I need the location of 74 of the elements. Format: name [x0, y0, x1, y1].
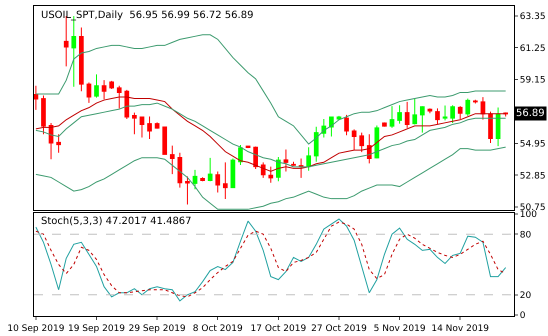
candlestick: [147, 116, 152, 140]
annotation: 56.89: [516, 108, 545, 119]
candlestick: [56, 134, 61, 154]
candlestick: [321, 118, 326, 138]
candlestick: [132, 112, 137, 135]
chart-title: USOIL_SPT,Daily 56.95 56.99 56.72 56.89: [41, 10, 254, 21]
candlestick: [102, 80, 106, 100]
x-tick-label: 8 Oct 2019: [192, 324, 243, 334]
candlestick: [140, 116, 144, 138]
candlestick: [458, 106, 463, 120]
candlestick: [442, 105, 448, 121]
candlestick: [215, 171, 220, 193]
candlestick: [48, 122, 54, 160]
candlestick: [382, 122, 387, 128]
y-tick-label: 54.95: [520, 139, 546, 150]
candlestick: [222, 162, 228, 200]
candlestick: [185, 176, 190, 205]
x-tick-label: 10 Sep 2019: [7, 324, 65, 334]
candlestick: [298, 158, 304, 178]
candlestick: [488, 111, 493, 144]
candlestick: [94, 74, 99, 98]
candlestick: [109, 80, 114, 90]
candlestick: [473, 99, 478, 104]
x-tick-label: 17 Oct 2019: [250, 324, 306, 334]
y-tick-label: 61.25: [520, 44, 546, 54]
line-series: [35, 146, 506, 210]
line-series: [35, 34, 506, 145]
x-tick-label: 5 Nov 2019: [374, 324, 426, 334]
candlestick: [435, 108, 440, 125]
candlestick: [291, 161, 296, 166]
candlestick: [284, 149, 288, 172]
candlestick: [496, 106, 500, 147]
candlestick: [192, 169, 198, 190]
candlestick: [404, 101, 410, 128]
candlestick: [208, 157, 213, 182]
candlestick: [412, 98, 418, 125]
candlestick: [428, 108, 432, 114]
x-tick-label: 14 Nov 2019: [431, 324, 490, 334]
candlestick: [480, 96, 486, 120]
candlestick: [246, 145, 250, 149]
x-tick-label: 27 Oct 2019: [311, 324, 368, 334]
candlestick: [86, 82, 92, 104]
y-tick-label: 63.35: [520, 12, 546, 22]
y-tick-label: 52.85: [520, 171, 546, 182]
y-tick-label: 59.15: [520, 76, 546, 86]
x-tick-label: 19 Sep 2019: [68, 324, 126, 334]
candlestick: [329, 116, 334, 137]
candlestick: [268, 166, 274, 184]
candlestick: [178, 152, 182, 188]
candlestick: [352, 128, 356, 151]
candlestick: [390, 106, 394, 128]
candlestick: [344, 114, 349, 136]
candlestick: [238, 144, 243, 166]
candlestick: [41, 95, 46, 135]
candlestick: [116, 85, 122, 109]
y-tick-label: 0: [520, 311, 526, 322]
y-tick-label: 20: [520, 290, 532, 301]
candlestick: [79, 27, 84, 92]
candlestick: [359, 132, 364, 153]
candlestick: [34, 85, 38, 110]
candlestick: [170, 145, 175, 175]
x-tick-label: 29 Sep 2019: [128, 324, 186, 334]
candlestick: [397, 104, 402, 124]
candlestick: [450, 104, 455, 124]
candlestick: [465, 98, 470, 116]
y-tick-label: 80: [520, 230, 532, 240]
candlestick: [314, 126, 319, 162]
candlestick: [162, 126, 168, 156]
candlestick: [420, 106, 425, 134]
candlestick: [154, 122, 160, 130]
candlestick: [306, 146, 312, 172]
chart-title: Stoch(5,3,3) 47.2017 41.4867: [41, 216, 192, 227]
candlestick: [230, 158, 236, 189]
candlestick: [200, 176, 205, 182]
